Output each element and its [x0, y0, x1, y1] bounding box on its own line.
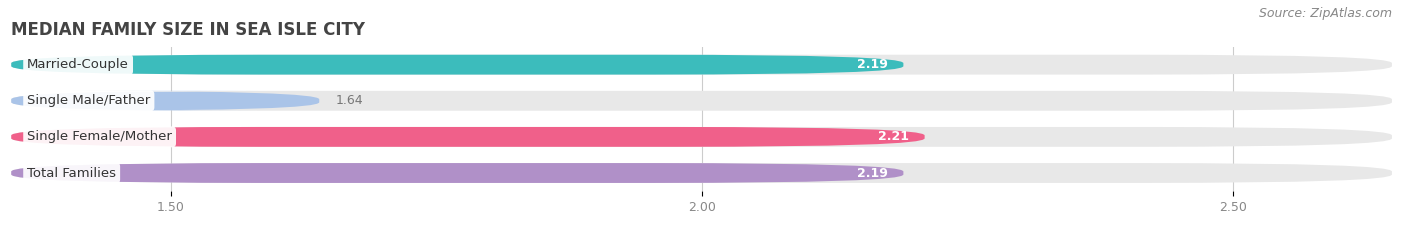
Text: 2.19: 2.19 [856, 58, 887, 71]
Text: Single Female/Mother: Single Female/Mother [27, 130, 172, 143]
Text: Single Male/Father: Single Male/Father [27, 94, 150, 107]
Text: 2.21: 2.21 [877, 130, 908, 143]
FancyBboxPatch shape [11, 55, 904, 75]
Text: 2.19: 2.19 [856, 167, 887, 179]
FancyBboxPatch shape [11, 91, 1392, 111]
Text: MEDIAN FAMILY SIZE IN SEA ISLE CITY: MEDIAN FAMILY SIZE IN SEA ISLE CITY [11, 21, 366, 39]
FancyBboxPatch shape [11, 127, 925, 147]
Text: Total Families: Total Families [27, 167, 117, 179]
FancyBboxPatch shape [11, 163, 904, 183]
FancyBboxPatch shape [11, 127, 1392, 147]
FancyBboxPatch shape [11, 55, 1392, 75]
Text: Source: ZipAtlas.com: Source: ZipAtlas.com [1258, 7, 1392, 20]
FancyBboxPatch shape [11, 91, 319, 111]
FancyBboxPatch shape [11, 163, 1392, 183]
Text: 1.64: 1.64 [335, 94, 363, 107]
Text: Married-Couple: Married-Couple [27, 58, 129, 71]
